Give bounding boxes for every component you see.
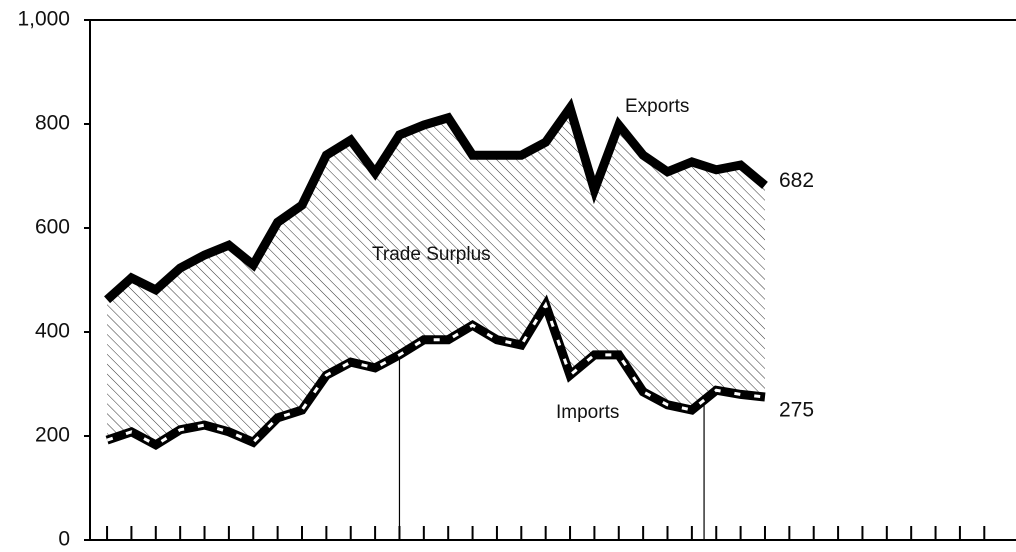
series-line	[104, 97, 768, 304]
series-dash	[106, 301, 766, 447]
annotation: Trade Surplus	[372, 244, 491, 265]
y-tick-label: 0	[58, 528, 70, 551]
end-label: 275	[779, 399, 814, 422]
y-tick-label: 200	[35, 424, 70, 447]
trade-surplus-area	[107, 107, 765, 445]
end-label: 682	[779, 169, 814, 192]
y-tick-label: 1,000	[17, 8, 70, 31]
y-tick-label: 400	[35, 320, 70, 343]
y-tick-label: 800	[35, 112, 70, 135]
y-tick-label: 600	[35, 216, 70, 239]
series-label: Exports	[625, 96, 689, 117]
series-label: Imports	[556, 402, 619, 423]
